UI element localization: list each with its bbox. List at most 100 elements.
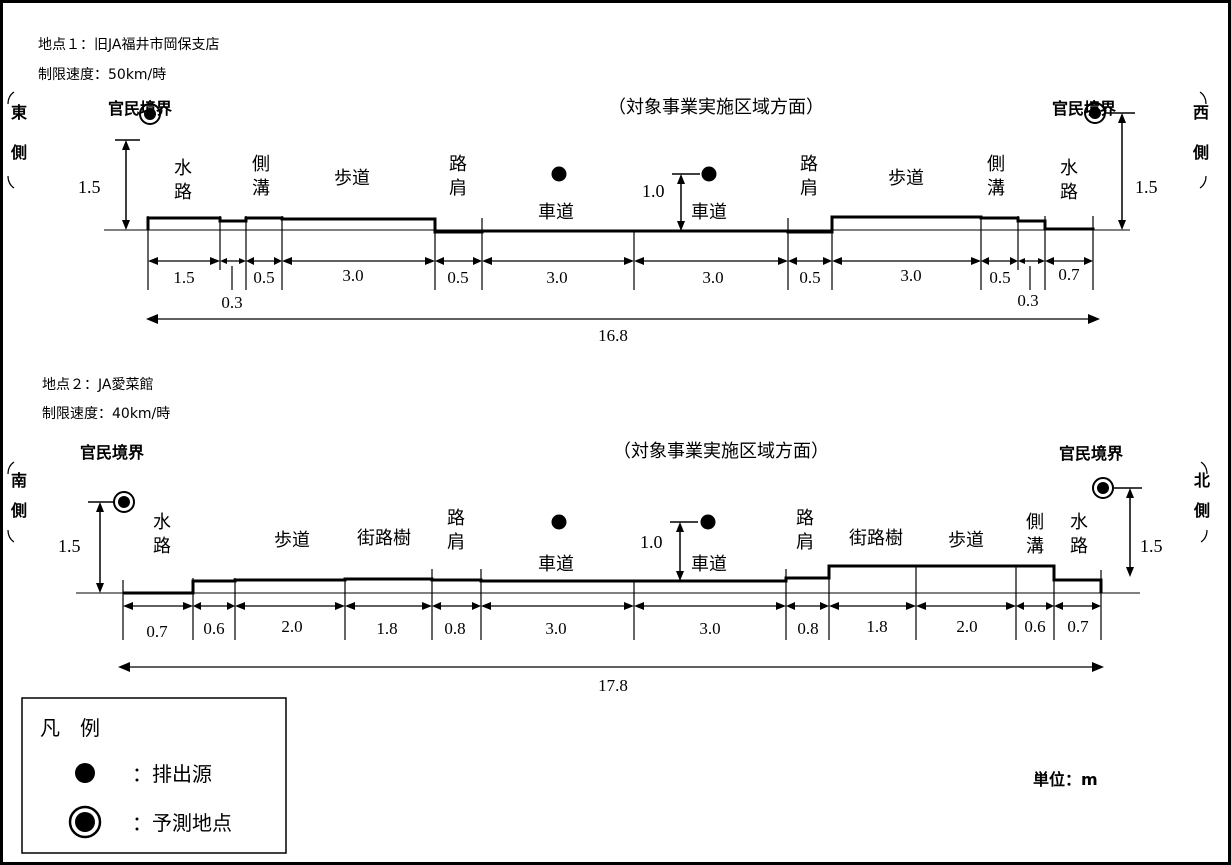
- svg-text:水: 水: [1070, 512, 1088, 532]
- section2-boundary-ticks: [122, 565, 1102, 640]
- svg-text:側: 側: [10, 501, 27, 520]
- legend-source-symbol: [75, 763, 95, 783]
- legend-receptor-label: ：予測地点: [132, 812, 232, 835]
- svg-text:肩: 肩: [447, 532, 465, 552]
- section2-receptor-left: [113, 491, 135, 513]
- svg-text:肩: 肩: [796, 532, 814, 552]
- section1-right-side-label: 西 側: [1192, 91, 1209, 189]
- svg-text:側: 側: [1193, 501, 1210, 520]
- svg-text:西: 西: [1193, 103, 1209, 122]
- svg-text:3.0: 3.0: [699, 619, 720, 638]
- section1-source-height: 1.0: [642, 181, 665, 201]
- section1-left-side-label: 東 側: [7, 91, 27, 189]
- svg-text:0.8: 0.8: [797, 619, 818, 638]
- svg-text:水: 水: [1060, 158, 1078, 178]
- section2-location: 地点２：JA愛菜館: [42, 376, 153, 393]
- svg-text:車道: 車道: [538, 202, 574, 222]
- section2-right-boundary: 官民境界: [1059, 444, 1123, 463]
- svg-text:側: 側: [252, 154, 270, 174]
- svg-text:南: 南: [11, 471, 27, 490]
- svg-text:0.7: 0.7: [146, 622, 168, 641]
- section2-dimension-labels: 0.7 0.6 2.0 1.8 0.8 3.0 3.0 0.8 1.8 2.0 …: [146, 617, 1089, 695]
- svg-text:3.0: 3.0: [546, 268, 567, 287]
- section1-right-height: 1.5: [1135, 177, 1158, 197]
- svg-text:歩道: 歩道: [274, 530, 310, 550]
- section2-right-height: 1.5: [1140, 536, 1163, 556]
- svg-text:0.6: 0.6: [203, 619, 224, 638]
- svg-text:0.3: 0.3: [1017, 291, 1038, 310]
- section1-speed-limit: 制限速度：50km/時: [38, 67, 166, 83]
- unit-label: 単位：m: [1033, 770, 1098, 789]
- svg-text:歩道: 歩道: [334, 168, 370, 188]
- svg-text:車道: 車道: [691, 554, 727, 574]
- section2-direction: （対象事業実施区域方面）: [613, 441, 829, 461]
- svg-text:3.0: 3.0: [342, 266, 363, 285]
- section1-segment-labels: 水 路 側 溝 歩道 路 肩 車道 車道 路 肩 歩道 側 溝 水 路: [174, 154, 1078, 222]
- section2-right-side-label: 北 側: [1193, 461, 1210, 543]
- svg-text:路: 路: [1070, 536, 1088, 556]
- section2-left-height: 1.5: [58, 536, 81, 556]
- svg-text:水: 水: [174, 158, 192, 178]
- legend-source-label: ：排出源: [132, 763, 212, 786]
- svg-text:3.0: 3.0: [545, 619, 566, 638]
- section1-right-boundary: 官民境界: [1052, 99, 1116, 118]
- svg-text:車道: 車道: [538, 554, 574, 574]
- svg-text:路: 路: [800, 154, 818, 174]
- section2-dimension-arrows: [118, 602, 1104, 672]
- section1-dimension-labels: 1.5 0.3 0.5 3.0 0.5 3.0 3.0 0.5 3.0 0.5 …: [173, 265, 1080, 345]
- svg-text:0.3: 0.3: [221, 293, 242, 312]
- svg-text:肩: 肩: [449, 178, 467, 198]
- section2-height-arrows: [88, 487, 1142, 593]
- svg-text:0.7: 0.7: [1058, 265, 1080, 284]
- svg-text:0.5: 0.5: [799, 268, 820, 287]
- section1-left-height: 1.5: [78, 177, 101, 197]
- svg-text:路: 路: [796, 508, 814, 528]
- section1-location: 地点１：旧JA福井市岡保支店: [38, 36, 219, 53]
- section2-segment-labels: 水 路 歩道 街路樹 路 肩 車道 車道 路 肩 街路樹 歩道 側 溝 水 路: [153, 508, 1088, 574]
- section2-total-width: 17.8: [598, 676, 628, 695]
- section2-speed-limit: 制限速度：40km/時: [42, 406, 170, 422]
- section2-left-boundary: 官民境界: [80, 443, 144, 462]
- svg-text:側: 側: [10, 143, 27, 162]
- svg-text:歩道: 歩道: [888, 168, 924, 188]
- svg-text:歩道: 歩道: [948, 530, 984, 550]
- svg-text:1.8: 1.8: [376, 619, 397, 638]
- svg-text:3.0: 3.0: [702, 268, 723, 287]
- section2-emission-source-left: [551, 514, 567, 530]
- svg-text:路: 路: [447, 508, 465, 528]
- legend-box: [21, 697, 287, 854]
- svg-text:側: 側: [1192, 143, 1209, 162]
- legend-receptor-symbol: [68, 805, 102, 839]
- section1-receptor-left: [139, 103, 161, 125]
- svg-text:溝: 溝: [252, 178, 270, 198]
- svg-text:2.0: 2.0: [956, 617, 977, 636]
- svg-text:側: 側: [1026, 512, 1044, 532]
- svg-text:1.8: 1.8: [866, 617, 887, 636]
- section1-height-arrows: [115, 112, 1135, 231]
- svg-text:0.5: 0.5: [989, 268, 1010, 287]
- svg-text:0.8: 0.8: [444, 619, 465, 638]
- svg-text:溝: 溝: [987, 178, 1005, 198]
- svg-text:1.5: 1.5: [173, 268, 194, 287]
- svg-text:路: 路: [1060, 182, 1078, 202]
- svg-text:3.0: 3.0: [900, 266, 921, 285]
- svg-text:肩: 肩: [800, 178, 818, 198]
- svg-text:路: 路: [449, 154, 467, 174]
- svg-text:側: 側: [987, 154, 1005, 174]
- section1-emission-source-right: [701, 166, 717, 182]
- svg-text:0.5: 0.5: [447, 268, 468, 287]
- svg-text:溝: 溝: [1026, 536, 1044, 556]
- section1-left-boundary: 官民境界: [108, 99, 172, 118]
- svg-text:0.7: 0.7: [1067, 617, 1089, 636]
- section1-total-width: 16.8: [598, 326, 628, 345]
- svg-text:2.0: 2.0: [281, 617, 302, 636]
- svg-text:街路樹: 街路樹: [357, 528, 411, 548]
- svg-text:路: 路: [153, 536, 171, 556]
- svg-text:車道: 車道: [691, 202, 727, 222]
- svg-text:0.5: 0.5: [253, 268, 274, 287]
- svg-text:路: 路: [174, 182, 192, 202]
- section1-direction: （対象事業実施区域方面）: [608, 97, 824, 117]
